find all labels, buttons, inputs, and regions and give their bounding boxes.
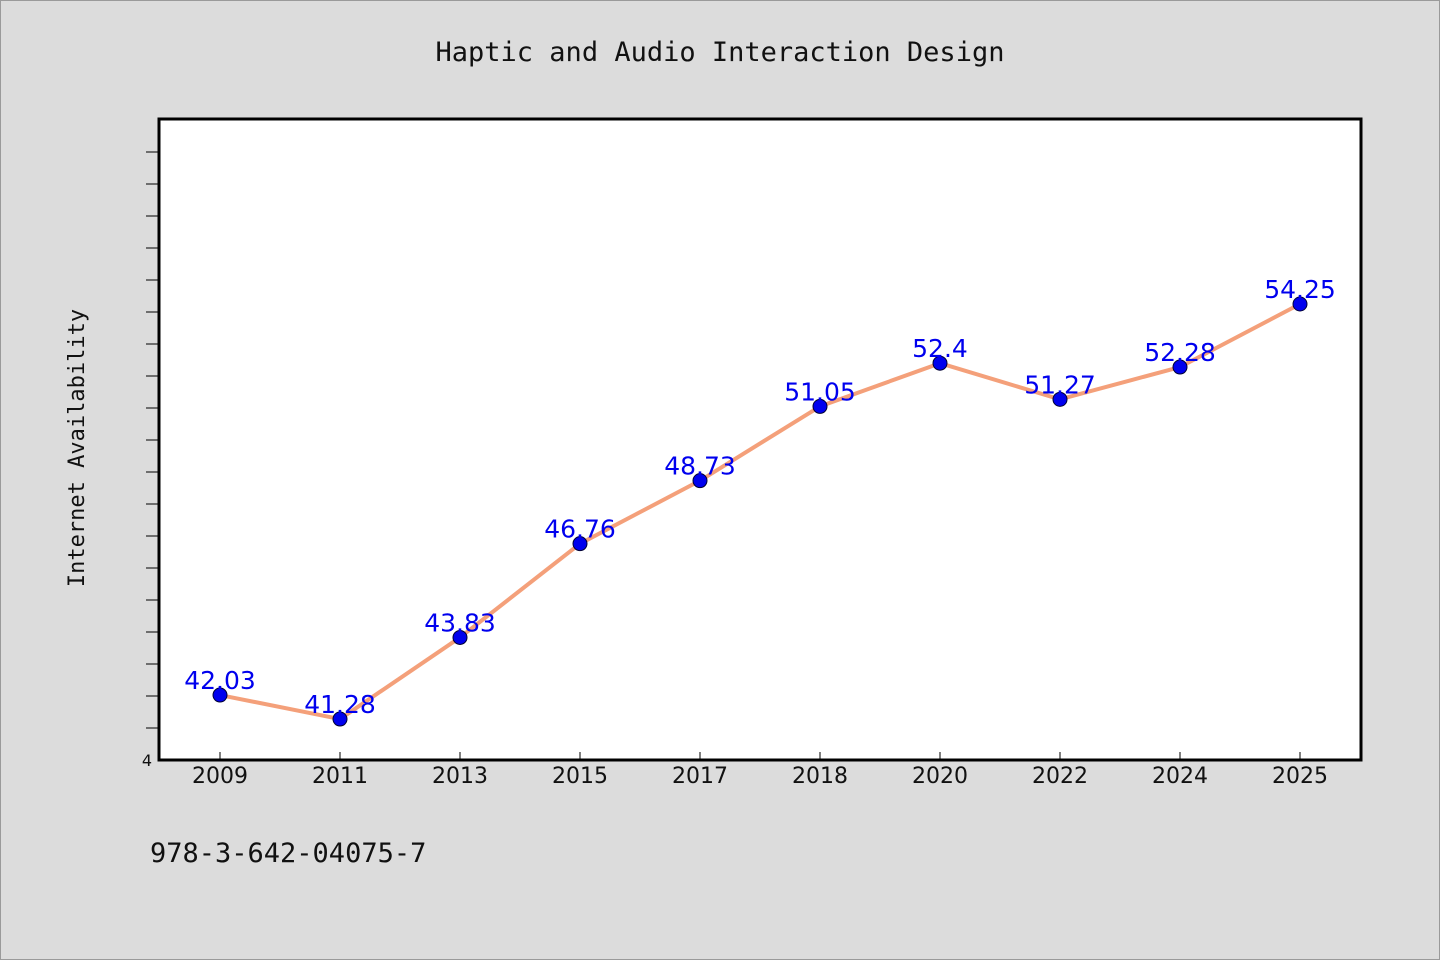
footer-isbn: 978-3-642-04075-7	[150, 838, 426, 869]
x-axis-ticks: 2009 2011 2013 2015 2017 2018 2020 2022 2024 2025	[192, 752, 1328, 789]
data-point	[812, 398, 828, 414]
x-tick-label: 2020	[912, 764, 968, 789]
data-label: 51.27	[1024, 370, 1096, 399]
data-label: 48.73	[664, 452, 736, 481]
data-label: 42.03	[184, 666, 256, 695]
data-point	[332, 711, 348, 727]
x-tick-label: 2013	[432, 764, 488, 789]
data-label: 41.28	[304, 690, 376, 719]
y-axis-label: Internet Availability	[65, 309, 90, 587]
series-group: 42.03 41.28 43.83 46.76 48.73 51.05 52.4 51.27 5…	[184, 275, 1336, 727]
data-point	[452, 629, 468, 645]
x-tick-label: 2017	[672, 764, 728, 789]
x-tick-label: 2022	[1032, 764, 1088, 789]
plot-area	[157, 117, 1363, 762]
x-tick-label: 2015	[552, 764, 608, 789]
x-tick-label: 2018	[792, 764, 848, 789]
data-label: 52.4	[912, 334, 968, 363]
data-label: 46.76	[544, 515, 616, 544]
data-point	[1172, 359, 1188, 375]
x-tick-label: 2009	[192, 764, 248, 789]
data-point	[932, 355, 948, 371]
data-label: 43.83	[424, 608, 496, 637]
chart-title: Haptic and Audio Interaction Design	[436, 37, 1005, 68]
data-point	[1052, 391, 1068, 407]
data-point	[692, 473, 708, 489]
data-label: 51.05	[784, 377, 856, 406]
series-line	[219, 302, 1301, 722]
y-tick-label: 4	[142, 751, 152, 770]
x-tick-label: 2024	[1152, 764, 1208, 789]
x-tick-label: 2025	[1272, 764, 1328, 789]
data-label: 54.25	[1264, 275, 1336, 304]
data-point	[1292, 296, 1308, 312]
y-axis-ticks: 4	[142, 151, 159, 770]
data-label: 52.28	[1144, 338, 1216, 367]
data-point	[572, 536, 588, 552]
x-tick-label: 2011	[312, 764, 368, 789]
data-point	[212, 687, 228, 703]
